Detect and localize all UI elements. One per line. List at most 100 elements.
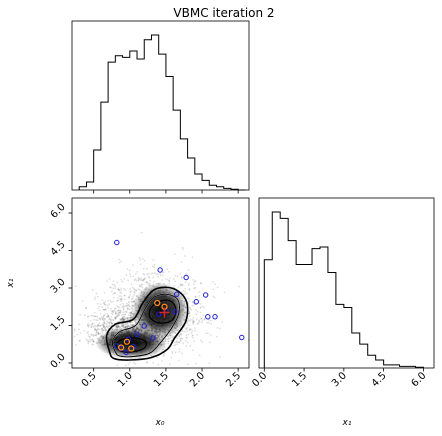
sample-point [92,340,95,343]
sample-point [114,317,117,320]
sample-point [128,269,131,272]
sample-point [112,300,115,303]
sample-point [146,268,148,270]
sample-point [123,294,126,297]
sample-point [122,307,125,310]
sample-point [135,289,137,292]
sample-point [190,328,192,331]
sample-point [73,329,76,332]
sample-point [188,312,191,315]
sample-point [118,325,121,328]
sample-point [110,321,112,324]
sample-point [203,318,206,320]
sample-point [131,297,134,300]
sample-point [133,291,136,294]
sample-point [62,313,64,315]
sample-point [115,325,118,328]
sample-point [126,307,129,309]
sample-point [105,323,108,325]
sample-point [95,329,98,332]
highlight-point [123,338,131,345]
sample-point [133,293,135,296]
sample-point [114,285,116,288]
sample-point [110,321,113,324]
sample-point [121,324,124,326]
sample-point [90,334,93,337]
sample-point [120,278,123,281]
sample-point [142,267,145,270]
sample-point [201,321,203,324]
sample-point [185,344,188,347]
training-point [155,311,162,317]
sample-point [162,271,165,274]
sample-point [198,354,201,357]
sample-point [192,279,195,281]
contour-inner-low [115,337,148,353]
sample-point [181,246,184,249]
sample-point [152,361,154,364]
sample-point [171,350,174,353]
sample-point [106,320,108,323]
sample-point [130,307,133,310]
sample-point [180,283,183,286]
sample-point [125,325,128,328]
sample-point [123,324,125,327]
sample-point [118,289,121,292]
sample-point [118,311,121,314]
sample-point [117,306,119,308]
sample-point [162,274,164,277]
sample-point [115,326,118,328]
sample-point [115,312,117,315]
sample-point [104,327,106,329]
sample-point [115,315,118,318]
sample-point [153,266,156,269]
sample-point [119,318,122,321]
sample-point [121,314,123,317]
sample-point [114,311,117,313]
sample-point [191,300,194,303]
sample-point [160,360,163,362]
sample-point [187,324,190,327]
sample-point [120,318,123,321]
sample-point [96,315,99,318]
sample-point [212,288,215,291]
sample-point [181,283,184,286]
sample-point [102,315,105,318]
sample-point [183,293,186,296]
sample-point [108,286,111,289]
sample-point [126,318,129,320]
sample-point [121,316,124,319]
sample-point [117,309,120,312]
sample-point [130,300,133,303]
sample-point [164,278,167,280]
sample-point [188,329,191,331]
sample-point [151,272,154,275]
sample-point [96,325,99,328]
sample-point [192,336,194,339]
sample-point [179,283,182,286]
sample-point [94,325,97,328]
sample-point [87,315,90,318]
sample-point [132,324,135,326]
sample-point [129,293,131,296]
sample-point [120,289,123,292]
sample-point [108,321,111,323]
training-point [205,314,211,320]
training-point [134,331,140,337]
sample-point [97,323,99,326]
training-point [141,323,147,329]
sample-point [101,324,103,327]
sample-point [188,314,191,317]
sample-point [131,323,134,326]
sample-point [110,301,113,303]
sample-point [130,290,133,293]
sample-point [98,328,101,331]
sample-point [185,273,188,275]
sample-point [97,324,100,327]
sample-point [122,318,125,321]
sample-point [117,325,120,328]
sample-point [191,256,194,259]
sample-point [129,288,132,290]
sample-point [92,339,94,342]
sample-point [117,325,120,328]
